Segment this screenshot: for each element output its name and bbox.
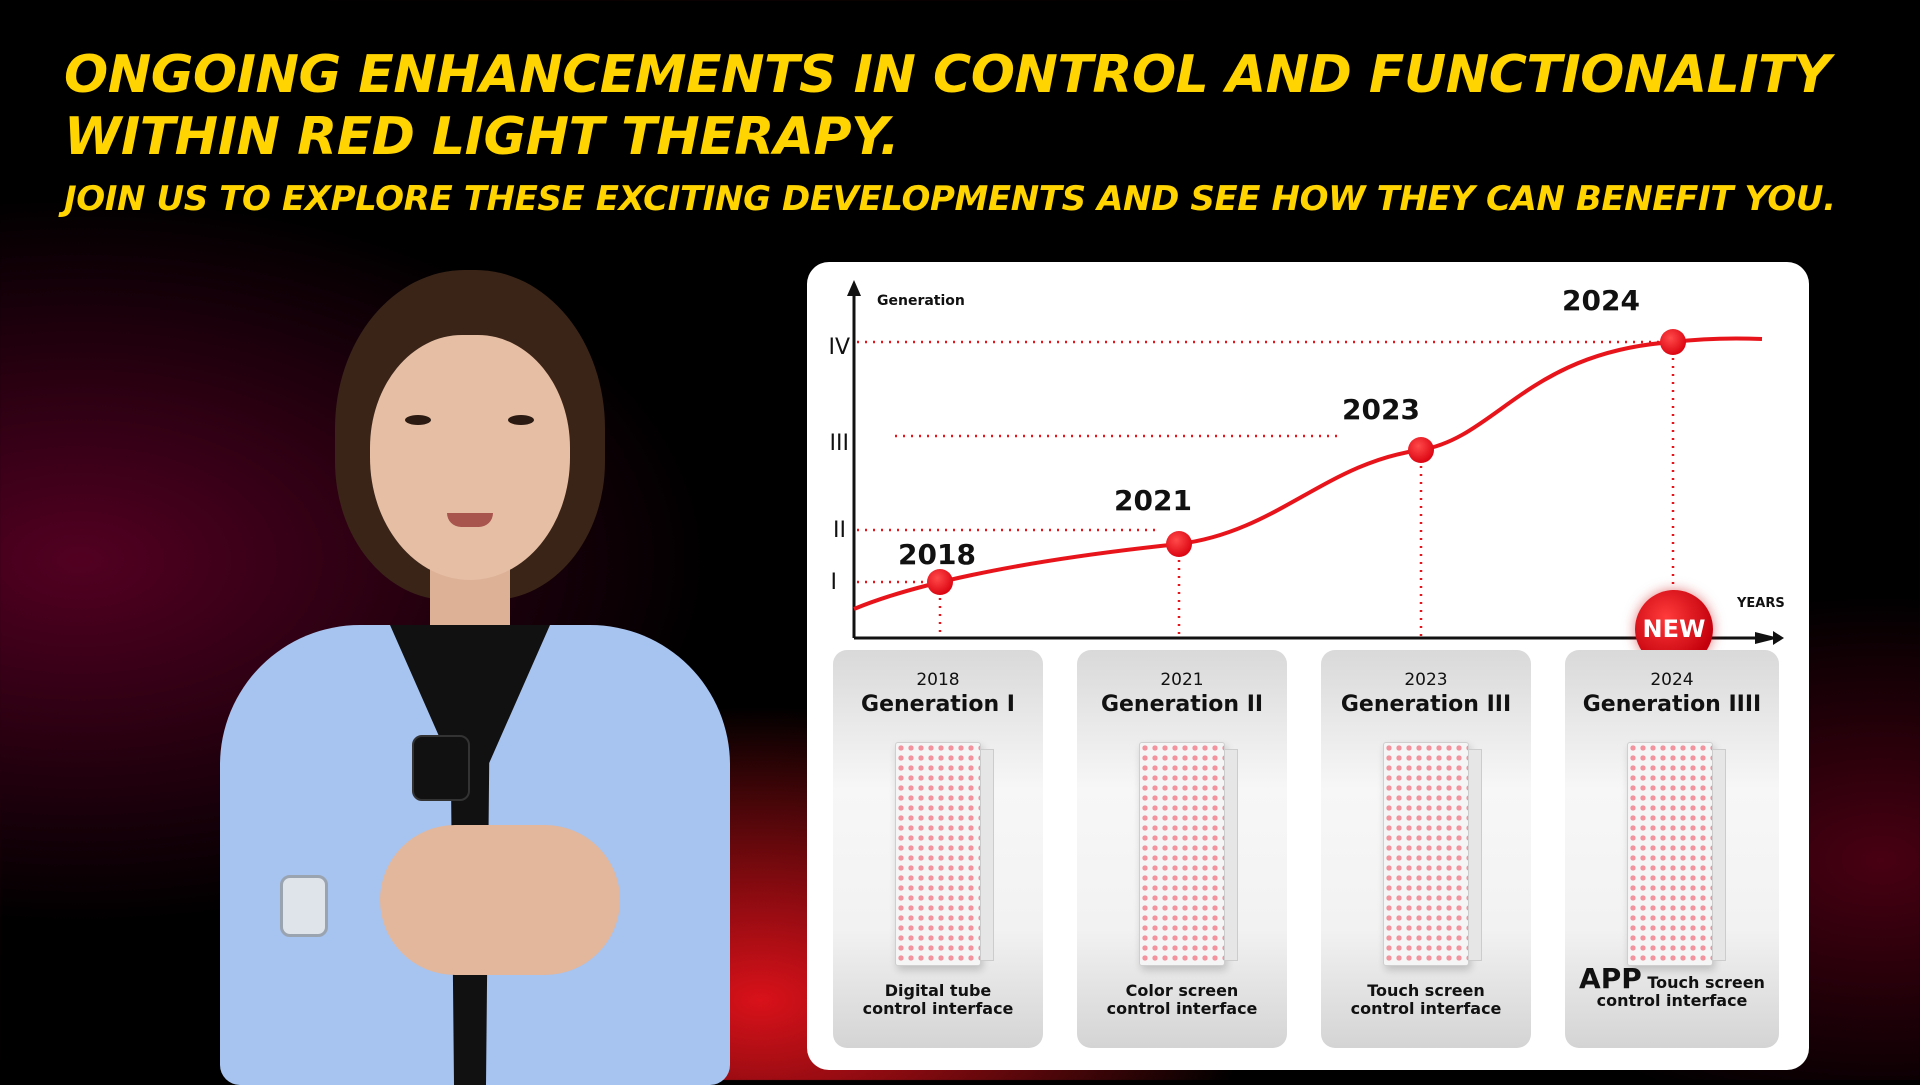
presenter-hands (380, 825, 620, 975)
headline: ONGOING ENHANCEMENTS IN CONTROL AND FUNC… (64, 45, 1831, 167)
presenter-face (370, 335, 570, 580)
milestone-year-2023: 2023 (1342, 393, 1420, 426)
milestone-year-2018: 2018 (898, 538, 976, 571)
app-label: APP (1579, 962, 1642, 995)
generation-card-2: 2021 Generation II Color screen control … (1077, 650, 1287, 1048)
lapel-mic-icon (412, 735, 470, 801)
milestone-dot-2024 (1660, 329, 1686, 355)
description-line-2: control interface (1596, 991, 1748, 1010)
level-label-2: II (833, 518, 846, 543)
milestone-year-2024: 2024 (1562, 284, 1640, 317)
description-line-2: control interface (1350, 999, 1502, 1018)
description-line-2: control interface (862, 999, 1014, 1018)
presenter-eye (405, 415, 431, 425)
presenter-photo (190, 265, 750, 1085)
description-line-1: Touch screen (1367, 981, 1485, 1000)
generation-description: Color screen control interface (1077, 982, 1287, 1018)
milestone-dot-2018 (927, 569, 953, 595)
description-text: Touch screen (1641, 973, 1765, 992)
generation-year: 2024 (1650, 670, 1694, 690)
milestone-dot-2021 (1166, 531, 1192, 557)
generation-card-1: 2018 Generation I Digital tube control i… (833, 650, 1043, 1048)
light-panel-icon (1383, 742, 1482, 966)
light-panel-icon (1627, 742, 1726, 966)
generation-year: 2018 (916, 670, 960, 690)
description-line-2: control interface (1106, 999, 1258, 1018)
presenter-mouth (447, 513, 493, 527)
generation-description: APP Touch screen control interface (1565, 965, 1779, 1010)
progress-curve (853, 336, 1763, 611)
description-line-1: APP Touch screen (1565, 965, 1779, 993)
light-panel-icon (1139, 742, 1238, 966)
description-line-1: Digital tube (884, 981, 992, 1000)
generation-card-4: 2024 Generation IIII APP Touch screen co… (1565, 650, 1779, 1048)
light-panel-icon (895, 742, 994, 966)
milestone-year-2021: 2021 (1114, 484, 1192, 517)
generation-year: 2023 (1404, 670, 1448, 690)
subheadline: JOIN US TO EXPLORE THESE EXCITING DEVELO… (64, 179, 1836, 219)
generation-name: Generation II (1100, 692, 1264, 717)
generation-name: Generation IIII (1582, 692, 1762, 717)
description-line-1: Color screen (1125, 981, 1239, 1000)
generation-description: Touch screen control interface (1321, 982, 1531, 1018)
smartwatch-icon (280, 875, 328, 937)
generation-description: Digital tube control interface (833, 982, 1043, 1018)
x-axis-label: YEARS (1736, 596, 1785, 611)
generation-year: 2021 (1160, 670, 1204, 690)
level-label-1: I (831, 570, 838, 595)
presenter-eye (508, 415, 534, 425)
guide-lines (857, 340, 1675, 636)
generation-timeline-card: Generation YEARS I II III IV 2018 2021 2… (807, 262, 1809, 1070)
level-label-4: IV (828, 335, 850, 360)
generation-card-3: 2023 Generation III Touch screen control… (1321, 650, 1531, 1048)
level-label-3: III (830, 431, 849, 456)
generation-name: Generation I (861, 692, 1015, 717)
generation-name: Generation III (1340, 692, 1512, 717)
y-axis-arrow-icon (847, 280, 861, 296)
y-axis-label: Generation (877, 293, 965, 309)
timeline-chart: Generation YEARS I II III IV 2018 2021 2… (828, 280, 1785, 645)
milestone-dot-2023 (1408, 437, 1434, 463)
